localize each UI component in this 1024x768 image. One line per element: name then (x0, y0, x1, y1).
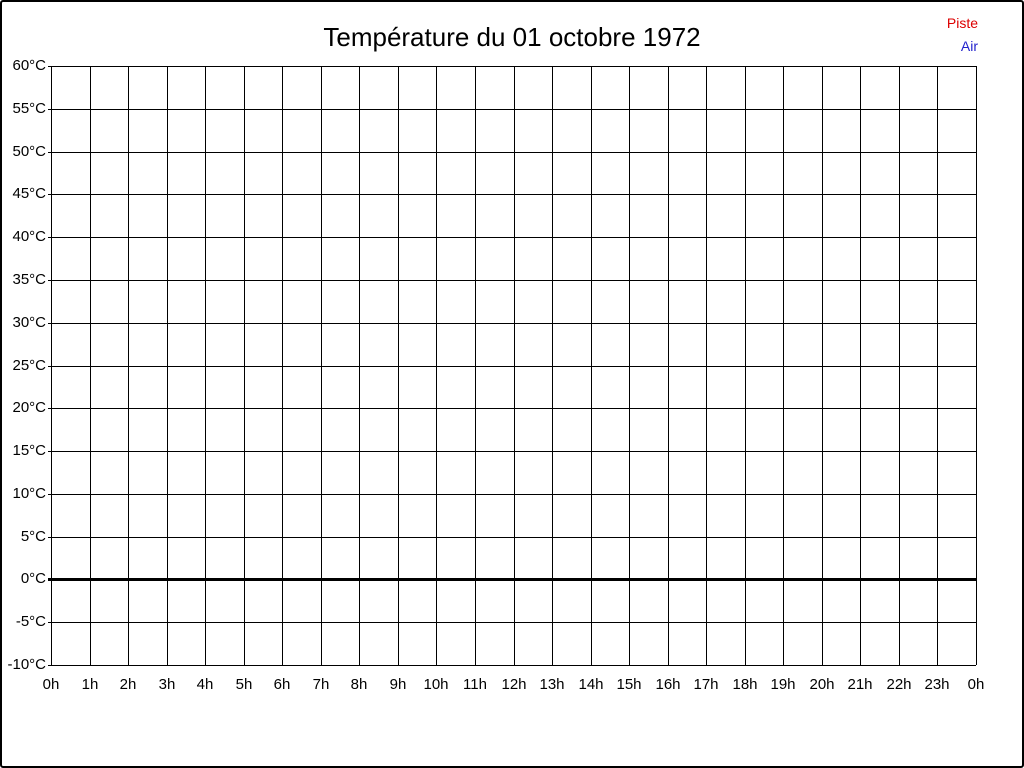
gridline-h (48, 194, 976, 195)
gridline-h (48, 494, 976, 495)
gridline-v (668, 66, 669, 665)
legend-item-piste: Piste (946, 15, 978, 31)
gridline-v (514, 66, 515, 665)
x-tick-label: 16h (655, 676, 681, 693)
gridline-v (359, 66, 360, 665)
gridline-v (205, 66, 206, 665)
gridline-v (783, 66, 784, 665)
gridline-v (282, 66, 283, 665)
x-tick-label: 0h (967, 676, 985, 693)
y-tick-label: 50°C (12, 143, 46, 160)
gridline-v (51, 66, 52, 665)
gridline-v (244, 66, 245, 665)
gridline-h (48, 280, 976, 281)
legend-item-air: Air (960, 38, 978, 54)
y-tick-label: -10°C (7, 656, 46, 673)
x-tick-label: 11h (463, 676, 487, 693)
legend: Piste Air (947, 12, 978, 58)
x-tick-label: 4h (196, 676, 214, 693)
gridline-h (48, 408, 976, 409)
gridline-h (48, 237, 976, 238)
x-tick-label: 2h (119, 676, 137, 693)
gridline-v (436, 66, 437, 665)
x-tick-label: 21h (847, 676, 873, 693)
gridline-v (629, 66, 630, 665)
y-tick-label: 25°C (12, 357, 46, 374)
y-tick-label: -5°C (15, 613, 46, 630)
x-tick-label: 10h (423, 676, 449, 693)
gridline-h (48, 451, 976, 452)
gridline-v (321, 66, 322, 665)
x-tick-label: 23h (924, 676, 950, 693)
gridline-v (822, 66, 823, 665)
y-tick-label: 15°C (12, 442, 46, 459)
gridline-v (937, 66, 938, 665)
gridline-v (860, 66, 861, 665)
chart-title: Température du 01 octobre 1972 (323, 22, 701, 52)
x-tick-label: 1h (81, 676, 99, 693)
gridline-v (706, 66, 707, 665)
x-tick-label: 19h (770, 676, 796, 693)
gridline-v (128, 66, 129, 665)
y-tick-label: 5°C (20, 528, 46, 545)
x-tick-label: 15h (616, 676, 642, 693)
y-tick-label: 55°C (12, 100, 46, 117)
y-tick-label: 30°C (12, 314, 46, 331)
y-tick-label: 60°C (12, 57, 46, 74)
x-tick-label: 18h (732, 676, 758, 693)
x-tick-label: 6h (273, 676, 291, 693)
plot-area (48, 66, 977, 666)
gridline-h (48, 66, 976, 67)
x-tick-label: 12h (501, 676, 527, 693)
gridline-v (745, 66, 746, 665)
y-tick-label: 35°C (12, 271, 46, 288)
gridline-v (591, 66, 592, 665)
gridline-v (552, 66, 553, 665)
y-tick-label: 10°C (12, 485, 46, 502)
y-tick-label: 0°C (20, 570, 46, 587)
y-tick-label: 20°C (12, 399, 46, 416)
gridline-v (475, 66, 476, 665)
x-tick-label: 5h (235, 676, 253, 693)
x-tick-label: 17h (693, 676, 719, 693)
gridline-h (48, 665, 976, 666)
gridline-h (48, 109, 976, 110)
gridline-h (48, 323, 976, 324)
x-tick-label: 7h (312, 676, 330, 693)
gridline-v (90, 66, 91, 665)
gridline-v (398, 66, 399, 665)
gridline-h (48, 537, 976, 538)
gridline-v (899, 66, 900, 665)
gridline-v (976, 66, 977, 665)
gridline-h (48, 152, 976, 153)
x-tick-label: 9h (389, 676, 407, 693)
x-tick-label: 22h (886, 676, 912, 693)
x-tick-label: 8h (350, 676, 368, 693)
y-tick-label: 40°C (12, 228, 46, 245)
x-tick-label: 0h (42, 676, 60, 693)
x-tick-label: 3h (158, 676, 176, 693)
gridline-v (167, 66, 168, 665)
y-tick-label: 45°C (12, 185, 46, 202)
gridline-h (48, 622, 976, 623)
zero-gridline (48, 578, 976, 581)
gridline-h (48, 366, 976, 367)
x-tick-label: 20h (809, 676, 835, 693)
x-tick-label: 14h (578, 676, 604, 693)
x-tick-label: 13h (539, 676, 565, 693)
